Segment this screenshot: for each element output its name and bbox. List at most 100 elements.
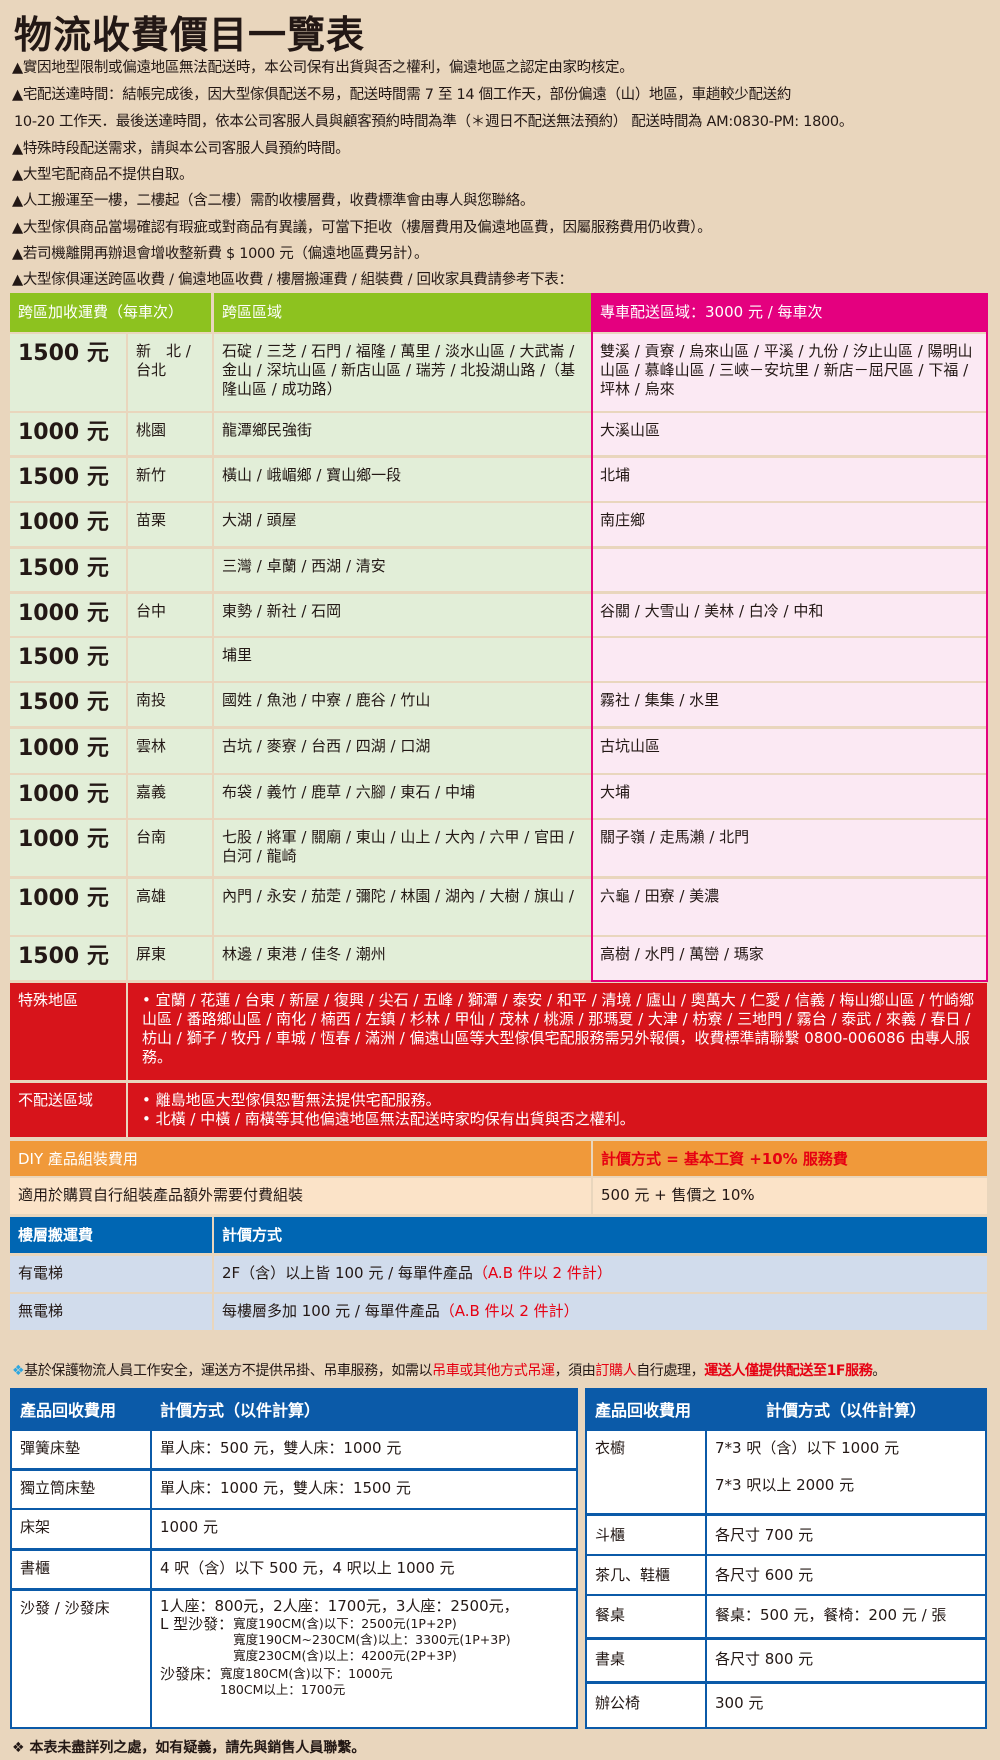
row-areas: 東勢 / 新社 / 石岡 — [214, 594, 591, 636]
row-city: 南投 — [128, 683, 212, 726]
l-sofa-line: 寬度190CM~230CM(含)以上：3300元(1P+3P) — [233, 1632, 511, 1647]
row-special: 北埔 — [592, 458, 987, 501]
l-sofa-label: L 型沙發： — [160, 1615, 234, 1633]
recycle-price: 單人床：1000 元，雙人床：1500 元 — [152, 1471, 576, 1508]
row-city: 新 北 / 台北 — [128, 334, 212, 411]
sofa-bed-line: 180CM以上：1700元 — [220, 1682, 346, 1697]
special-label: 特殊地區 — [10, 983, 126, 1080]
row-areas: 七股 / 將軍 / 關廟 / 東山 / 山上 / 大內 / 六甲 / 官田 / … — [214, 820, 591, 876]
nodelivery-label: 不配送區域 — [10, 1083, 126, 1137]
row-areas: 國姓 / 魚池 / 中寮 / 鹿谷 / 竹山 — [214, 683, 591, 726]
diy-header: DIY 產品組裝費用 — [10, 1141, 591, 1176]
header-special: 專車配送區域：3000 元 / 每車次 — [592, 293, 987, 332]
diamond-icon: ❖ — [12, 1740, 30, 1756]
l-sofa-line: 寬度230CM(含)以上：4200元(2P+3P) — [233, 1648, 457, 1663]
recycle-item: 書桌 — [587, 1640, 705, 1681]
row-price: 1500 元 — [10, 683, 126, 726]
row-price: 1000 元 — [10, 594, 126, 636]
nodelivery-list: • 離島地區大型傢俱恕暫無法提供宅配服務。 • 北橫 / 中橫 / 南橫等其他偏遠… — [128, 1083, 987, 1137]
header-area: 跨區區域 — [214, 293, 591, 332]
diamond-icon: ❖ — [12, 1363, 25, 1379]
row-city: 台中 — [128, 594, 212, 636]
nodelivery-item: • 北橫 / 中橫 / 南橫等其他偏遠地區無法配送時家昀保有出貨與否之權利。 — [142, 1110, 635, 1128]
floor-note: （A.B 件以 2 件計） — [472, 1264, 612, 1282]
row-price: 1000 元 — [10, 413, 126, 455]
note-line: ▲實因地型限制或偏遠地區無法配送時，本公司保有出貨與否之權利，偏遠地區之認定由家… — [12, 60, 634, 76]
recycle-item: 彈簧床墊 — [12, 1431, 150, 1468]
recycle-item: 茶几、鞋櫃 — [587, 1556, 705, 1594]
row-special: 霧社 / 集集 / 水里 — [592, 683, 987, 726]
note-line: ▲特殊時段配送需求，請與本公司客服人員預約時間。 — [12, 141, 350, 157]
nodelivery-item: • 離島地區大型傢俱恕暫無法提供宅配服務。 — [142, 1091, 441, 1109]
row-special: 古坑山區 — [592, 729, 987, 773]
recycle-item: 書櫃 — [12, 1551, 150, 1588]
l-sofa-line: 寬度190CM(含)以下：2500元(1P+2P) — [233, 1616, 457, 1631]
recycle-item: 餐桌 — [587, 1596, 705, 1637]
note-line: 10-20 工作天．最後送達時間，依本公司客服人員與顧客預約時間為準（＊週日不配… — [14, 114, 854, 130]
page-title: 物流收費價目一覽表 — [14, 13, 366, 57]
recycle-item: 衣櫥 — [587, 1431, 705, 1513]
row-areas: 內門 / 永安 / 茄萣 / 彌陀 / 林園 / 湖內 / 大樹 / 旗山 / — [214, 879, 591, 935]
floor-header: 樓層搬運費 — [10, 1217, 212, 1253]
diy-header-price: 計價方式 = 基本工資 +10% 服務費 — [593, 1141, 987, 1176]
row-price: 1500 元 — [10, 549, 126, 591]
recycle-item: 辦公椅 — [587, 1684, 705, 1727]
row-areas: 布袋 / 義竹 / 鹿草 / 六腳 / 東石 / 中埔 — [214, 775, 591, 818]
row-price: 1000 元 — [10, 775, 126, 818]
note-line: ▲若司機離開再辦退會增收整新費 $ 1000 元（偏遠地區費另計）。 — [12, 246, 429, 262]
recycle-left-h2: 計價方式（以件計算） — [152, 1390, 576, 1429]
row-city: 新竹 — [128, 458, 212, 501]
recycle-right-h1: 產品回收費用 — [587, 1390, 705, 1429]
sofa-line: 1人座：800元，2人座：1700元，3人座：2500元， — [160, 1597, 519, 1615]
row-special: 雙溪 / 貢寮 / 烏來山區 / 平溪 / 九份 / 汐止山區 / 陽明山山區 … — [592, 334, 987, 411]
recycle-price: 4 呎（含）以下 500 元，4 呎以上 1000 元 — [152, 1551, 576, 1588]
note-line: ▲宅配送達時間：結帳完成後，因大型傢俱配送不易，配送時間需 7 至 14 個工作… — [12, 87, 792, 103]
recycle-price: 各尺寸 700 元 — [707, 1516, 985, 1554]
note-line: ▲大型傢俱商品當場確認有瑕疵或對商品有異議，可當下拒收（樓層費用及偏遠地區費，因… — [12, 220, 712, 236]
row-city: 屏東 — [128, 937, 212, 980]
row-areas: 三灣 / 卓蘭 / 西湖 / 清安 — [214, 549, 591, 591]
row-price: 1500 元 — [10, 937, 126, 980]
sofa-bed-line: 寬度180CM(含)以下：1000元 — [220, 1666, 393, 1681]
recycle-price: 各尺寸 600 元 — [707, 1556, 985, 1594]
row-city — [128, 549, 212, 591]
row-special — [592, 638, 987, 681]
row-price: 1500 元 — [10, 458, 126, 501]
floor-row-label: 無電梯 — [10, 1294, 212, 1330]
row-special: 關子嶺 / 走馬瀨 / 北門 — [592, 820, 987, 876]
row-special: 大埔 — [592, 775, 987, 818]
floor-row-text: 每樓層多加 100 元 / 每單件產品（A.B 件以 2 件計） — [214, 1294, 987, 1330]
row-areas: 林邊 / 東港 / 佳冬 / 潮州 — [214, 937, 591, 980]
row-special — [592, 549, 987, 591]
note-line: ▲大型宅配商品不提供自取。 — [12, 167, 194, 183]
row-city — [128, 638, 212, 681]
header-fee: 跨區加收運費（每車次） — [10, 293, 211, 332]
recycle-price: 300 元 — [707, 1684, 985, 1727]
sofa-bed-label: 沙發床： — [160, 1665, 221, 1683]
row-special: 谷關 / 大雪山 / 美林 / 白冷 / 中和 — [592, 594, 987, 636]
wardrobe-price: 7*3 呎（含）以下 1000 元 7*3 呎以上 2000 元 — [707, 1431, 985, 1513]
row-price: 1000 元 — [10, 820, 126, 876]
recycle-item: 沙發 / 沙發床 — [12, 1591, 150, 1727]
note-line: ▲大型傢俱運送跨區收費 / 偏遠地區收費 / 樓層搬運費 / 組裝費 / 回收家… — [12, 272, 573, 288]
row-special: 高樹 / 水門 / 萬巒 / 瑪家 — [592, 937, 987, 980]
row-areas: 古坑 / 麥寮 / 台西 / 四湖 / 口湖 — [214, 729, 591, 773]
recycle-price: 1000 元 — [152, 1510, 576, 1548]
recycle-item: 床架 — [12, 1510, 150, 1548]
recycle-right-h2: 計價方式（以件計算） — [707, 1390, 985, 1429]
note-line: ▲人工搬運至一樓，二樓起（含二樓）需酌收樓層費，收費標準會由專人與您聯絡。 — [12, 193, 535, 209]
safety-note: ❖基於保護物流人員工作安全，運送方不提供吊掛、吊車服務，如需以吊車或其他方式吊運… — [12, 1363, 886, 1379]
row-price: 1500 元 — [10, 638, 126, 681]
row-areas: 石碇 / 三芝 / 石門 / 福隆 / 萬里 / 淡水山區 / 大武崙 / 金山… — [214, 334, 591, 411]
floor-row-label: 有電梯 — [10, 1256, 212, 1292]
row-areas: 龍潭鄉民強街 — [214, 413, 591, 455]
row-areas: 埔里 — [214, 638, 591, 681]
row-areas: 大湖 / 頭屋 — [214, 503, 591, 546]
footer-note: ❖ 本表未盡詳列之處，如有疑義，請先與銷售人員聯繫。 — [12, 1740, 366, 1756]
row-city: 嘉義 — [128, 775, 212, 818]
diy-price: 500 元 + 售價之 10% — [593, 1178, 987, 1214]
floor-note: （A.B 件以 2 件計） — [439, 1302, 579, 1320]
row-price: 1500 元 — [10, 334, 126, 411]
recycle-item: 斗櫃 — [587, 1516, 705, 1554]
wardrobe-line: 7*3 呎以上 2000 元 — [715, 1476, 855, 1494]
